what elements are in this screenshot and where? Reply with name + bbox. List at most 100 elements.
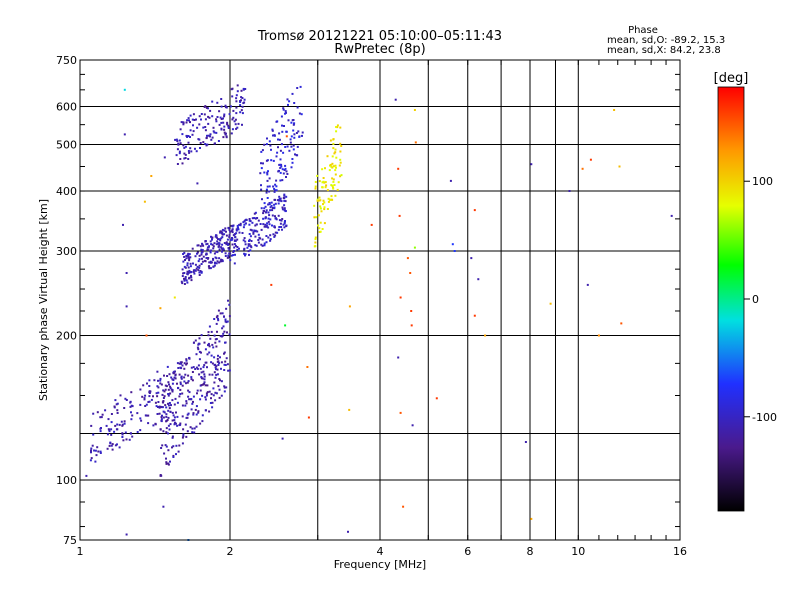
data-point <box>211 115 214 118</box>
data-point <box>413 246 416 249</box>
data-point <box>145 403 148 406</box>
colorbar: [deg] -100 0 100 <box>714 71 777 512</box>
data-point <box>274 189 276 192</box>
data-point <box>318 180 321 183</box>
data-point <box>229 230 232 233</box>
data-point <box>282 108 285 111</box>
data-point <box>203 381 206 384</box>
data-point <box>187 141 190 144</box>
data-point <box>211 100 214 103</box>
data-point <box>206 353 209 356</box>
data-point <box>284 146 287 148</box>
data-point <box>123 133 126 136</box>
data-point <box>229 259 232 262</box>
data-point <box>212 265 215 268</box>
data-point <box>190 378 193 381</box>
data-point <box>335 166 337 169</box>
data-point <box>256 217 259 219</box>
data-point <box>191 431 194 434</box>
data-point <box>161 414 163 417</box>
data-point <box>187 389 190 392</box>
data-point <box>198 358 201 361</box>
data-point <box>278 219 281 222</box>
data-point <box>235 97 238 100</box>
data-point <box>216 251 219 254</box>
data-point <box>211 238 213 241</box>
data-point <box>161 401 164 404</box>
data-point <box>237 122 240 125</box>
data-point <box>217 319 220 322</box>
data-point <box>288 149 291 152</box>
data-point <box>168 407 171 410</box>
data-point <box>264 223 267 226</box>
data-point <box>260 207 263 210</box>
data-point <box>269 209 272 212</box>
data-point <box>221 228 224 231</box>
data-point <box>200 118 202 121</box>
data-point <box>260 228 263 231</box>
data-point <box>270 159 273 162</box>
data-point <box>285 130 288 133</box>
data-point <box>549 302 552 305</box>
data-point <box>216 260 219 263</box>
data-point <box>190 274 192 277</box>
data-point <box>181 384 184 387</box>
data-point <box>191 379 194 382</box>
data-point <box>581 167 584 170</box>
data-point <box>279 222 282 225</box>
data-point <box>339 175 342 178</box>
data-point <box>277 202 280 205</box>
data-point <box>324 186 327 189</box>
data-point <box>199 398 202 401</box>
data-point <box>113 430 116 433</box>
data-point <box>181 442 184 445</box>
data-point <box>265 191 268 194</box>
data-point <box>235 127 238 130</box>
data-point <box>148 392 151 394</box>
data-point <box>399 411 402 414</box>
data-point <box>524 441 527 443</box>
data-point <box>215 118 218 121</box>
data-point <box>197 342 200 345</box>
data-point <box>283 222 286 225</box>
data-point <box>227 369 230 372</box>
data-point <box>230 254 233 257</box>
data-point <box>287 119 290 122</box>
colorbar-gradient <box>717 86 745 512</box>
data-point <box>178 373 181 376</box>
data-point <box>202 383 204 386</box>
data-point <box>207 134 210 137</box>
data-point <box>326 155 329 158</box>
data-point <box>164 384 167 387</box>
data-point <box>221 249 224 252</box>
data-point <box>207 334 210 337</box>
data-point <box>211 373 214 376</box>
data-point <box>147 414 150 417</box>
data-point <box>223 233 226 236</box>
data-point <box>179 142 182 145</box>
data-point <box>301 131 304 134</box>
data-point <box>277 170 280 173</box>
data-point <box>246 246 249 249</box>
data-point <box>222 325 225 328</box>
data-point <box>325 184 328 187</box>
data-point <box>210 397 212 400</box>
data-point <box>235 94 238 97</box>
data-point <box>165 406 168 409</box>
data-point <box>220 105 223 108</box>
data-point <box>322 199 325 202</box>
data-point <box>90 457 93 460</box>
data-point <box>192 130 195 133</box>
data-point <box>277 146 279 149</box>
data-point <box>209 260 212 263</box>
data-point <box>229 239 232 242</box>
data-point <box>232 254 235 257</box>
data-point <box>188 276 191 279</box>
data-point <box>105 424 108 427</box>
data-point <box>180 121 183 124</box>
data-point <box>228 369 231 372</box>
data-point <box>173 423 176 426</box>
data-point <box>243 101 246 104</box>
data-point <box>208 261 211 264</box>
data-point <box>323 201 326 204</box>
